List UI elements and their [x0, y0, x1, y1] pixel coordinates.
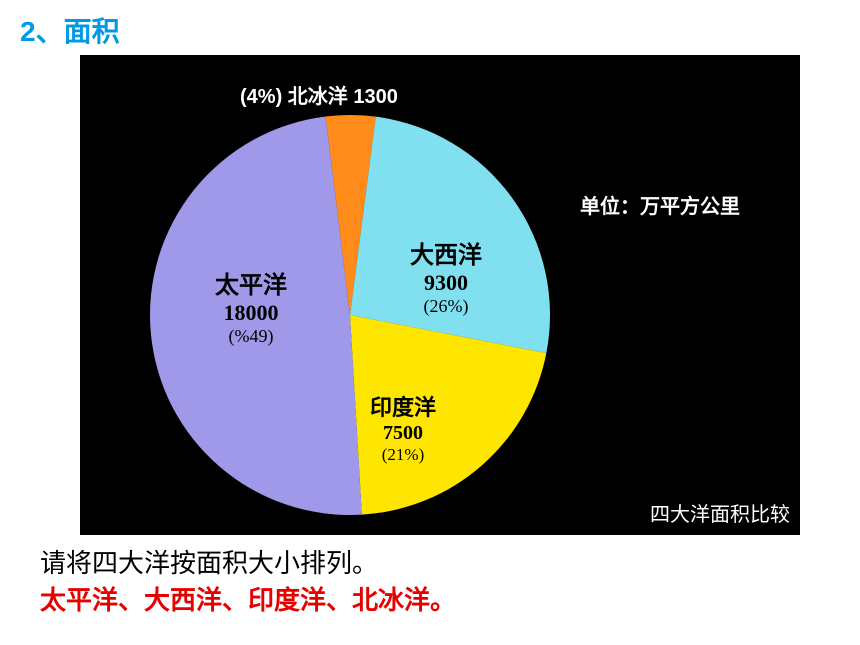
arctic-top-label: (4%) 北冰洋 1300	[240, 80, 398, 109]
indian-name: 印度洋	[370, 390, 436, 422]
indian-pct: (21%)	[370, 445, 436, 465]
pie-chart-container: (4%) 北冰洋 1300 单位：万平方公里 太平洋 18000 (%49) 大…	[80, 55, 800, 535]
chart-caption: 四大洋面积比较	[650, 498, 790, 527]
answer-text: 太平洋、大西洋、印度洋、北冰洋。	[40, 580, 840, 617]
pacific-value: 18000	[215, 300, 287, 326]
atlantic-label: 大西洋 9300 (26%)	[410, 235, 482, 317]
pacific-pct: (%49)	[215, 326, 287, 347]
pacific-label: 太平洋 18000 (%49)	[215, 265, 287, 347]
pacific-name: 太平洋	[215, 265, 287, 300]
question-text: 请将四大洋按面积大小排列。	[40, 543, 840, 580]
footer: 请将四大洋按面积大小排列。 太平洋、大西洋、印度洋、北冰洋。	[0, 535, 860, 617]
atlantic-name: 大西洋	[410, 235, 482, 270]
header: 2、面积	[0, 0, 860, 55]
atlantic-pct: (26%)	[410, 296, 482, 317]
indian-label: 印度洋 7500 (21%)	[370, 390, 436, 465]
indian-value: 7500	[370, 422, 436, 445]
unit-label: 单位：万平方公里	[580, 190, 740, 219]
atlantic-value: 9300	[410, 270, 482, 296]
section-title: 2、面积	[20, 10, 840, 50]
